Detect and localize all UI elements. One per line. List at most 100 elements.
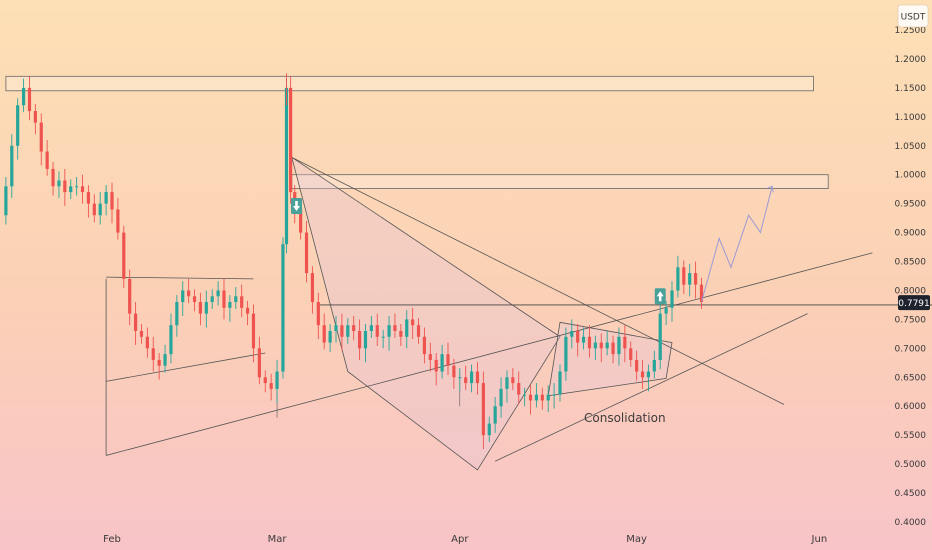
candle — [269, 373, 273, 401]
candle-body — [75, 186, 79, 188]
candle-body — [322, 325, 326, 343]
candle — [523, 387, 527, 407]
price-tick-label: 0.6500 — [895, 373, 927, 383]
candle-body — [145, 336, 149, 349]
price-axis[interactable]: 1.2500 1.2000 1.1500 1.1000 1.0500 1.0000 0.95… — [895, 26, 927, 528]
projection-arrowhead — [767, 185, 774, 193]
candle — [375, 313, 379, 347]
pattern-shape — [291, 156, 561, 471]
candle-body — [63, 180, 67, 193]
candle-body — [434, 359, 438, 372]
candle-body — [387, 325, 391, 337]
candle — [175, 295, 179, 337]
candle — [57, 171, 61, 198]
time-axis[interactable]: Feb Mar Apr May Jun — [103, 534, 827, 545]
candle — [434, 352, 438, 386]
candle — [75, 177, 79, 196]
candle-body — [216, 290, 220, 297]
candle — [688, 263, 692, 297]
candle-body — [210, 296, 214, 303]
candle — [699, 277, 704, 309]
candle — [405, 310, 409, 349]
candle-body — [399, 330, 403, 337]
candle-body — [92, 203, 96, 216]
candles-layer[interactable] — [4, 73, 704, 450]
candle-body — [269, 383, 273, 389]
candle-body — [381, 336, 385, 338]
currency-label: USDT — [901, 13, 926, 23]
candle-body — [688, 273, 692, 285]
candle-body — [369, 325, 373, 331]
price-tick-label: 1.1000 — [895, 113, 927, 123]
candle — [693, 261, 698, 299]
candle-body — [157, 359, 161, 366]
candle-body — [511, 377, 515, 384]
candle-body — [204, 302, 208, 314]
candle-body — [363, 330, 368, 349]
candle-body — [570, 330, 574, 337]
candle — [411, 307, 415, 340]
candle — [593, 335, 597, 360]
candle — [310, 266, 315, 314]
candle-body — [552, 394, 556, 396]
candle — [464, 365, 468, 391]
candle — [251, 304, 256, 363]
candle-body — [640, 371, 645, 378]
candle — [499, 377, 503, 418]
date-tick-label: Feb — [103, 534, 121, 545]
consolidation-annotation: Consolidation — [584, 411, 666, 425]
candle-body — [310, 273, 315, 303]
candle-body — [605, 342, 609, 349]
candle-body — [110, 192, 114, 210]
candle-body — [357, 330, 362, 349]
candle-body — [352, 325, 356, 331]
candle-body — [393, 325, 397, 331]
candle — [10, 134, 14, 198]
candle-body — [635, 359, 639, 372]
candle — [475, 362, 480, 395]
candle — [27, 76, 32, 121]
candle — [51, 161, 55, 196]
candle-body — [587, 336, 592, 349]
candle — [304, 221, 309, 283]
candle — [357, 319, 362, 360]
candle-body — [69, 186, 73, 193]
currency-badge[interactable]: USDT — [897, 4, 929, 28]
candle — [322, 313, 326, 350]
candle — [511, 368, 515, 391]
candle — [187, 278, 191, 304]
price-tick-label: 1.0500 — [895, 142, 927, 152]
candle — [21, 78, 26, 113]
candle-body — [411, 319, 415, 326]
candle — [623, 325, 627, 363]
candle — [216, 281, 220, 306]
candle — [658, 302, 662, 370]
candle — [98, 192, 102, 225]
candle — [564, 327, 568, 381]
candle-body — [192, 296, 197, 303]
candle — [275, 359, 279, 403]
candle — [640, 359, 645, 389]
arrow-down-icon — [293, 200, 301, 211]
candle-body — [599, 342, 603, 349]
candle-body — [658, 313, 662, 360]
candle — [222, 278, 226, 320]
price-tick-label: 0.9000 — [895, 229, 927, 239]
candle-body — [289, 87, 293, 193]
date-tick-label: Jun — [811, 534, 828, 545]
candle — [157, 352, 161, 380]
candle-body — [464, 377, 468, 384]
candle — [145, 327, 149, 358]
price-tick-label: 0.5000 — [895, 460, 927, 470]
candle-body — [122, 232, 126, 279]
projection-path — [700, 186, 773, 303]
candle — [387, 315, 391, 351]
candle-body — [98, 203, 102, 216]
resistance-zone — [291, 174, 829, 189]
candle — [346, 318, 350, 344]
candle — [422, 327, 427, 364]
candle — [169, 313, 173, 364]
last-price-label: 0.7791 — [898, 299, 930, 309]
